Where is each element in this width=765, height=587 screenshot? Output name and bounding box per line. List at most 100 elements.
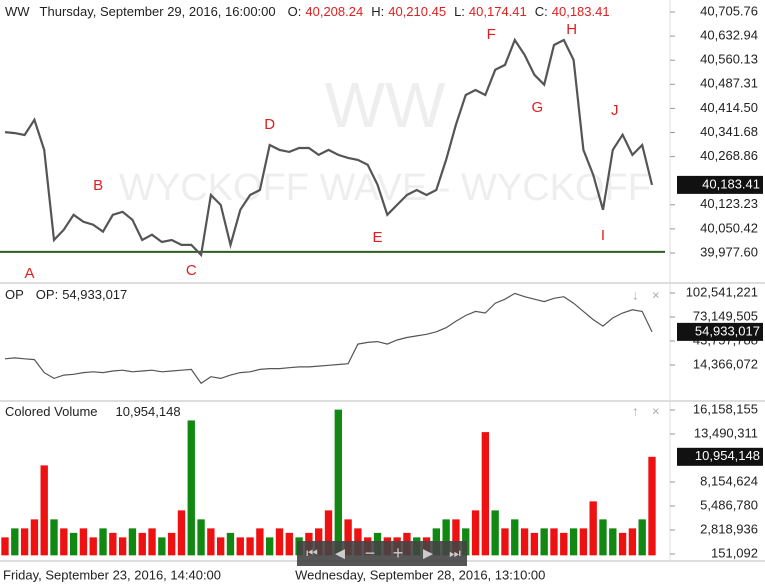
volume-bar [207, 528, 215, 556]
y-tick-label: 16,158,155 [693, 401, 758, 416]
current-value-label: 40,183.41 [702, 176, 760, 191]
volume-bar [579, 528, 588, 556]
volume-bar [109, 532, 117, 556]
close-icon[interactable]: × [652, 403, 660, 418]
y-tick-label: 39,977.60 [700, 244, 758, 259]
volume-bar [118, 537, 127, 556]
volume-bar [628, 528, 637, 556]
move-icon[interactable]: ↓ [632, 287, 639, 302]
volume-bar [618, 532, 627, 556]
volume-bar [481, 432, 490, 556]
volume-bar [560, 532, 568, 556]
header-text: H: [371, 4, 384, 19]
volume-bar [20, 528, 29, 556]
volume-bar [60, 528, 68, 556]
y-tick-label: 40,050.42 [700, 220, 758, 235]
price-line [4, 292, 653, 385]
wave-label: H [566, 21, 577, 38]
volume-bar [256, 528, 264, 556]
volume-bar [530, 532, 539, 556]
y-tick-label: 40,487.31 [700, 76, 758, 91]
volume-bar [285, 532, 293, 556]
y-tick-label: 102,541,221 [686, 284, 758, 299]
nav-first[interactable]: ⏮ [306, 545, 318, 560]
header-text: C: [535, 4, 548, 19]
current-value-box [677, 447, 763, 466]
pane-title: OP [5, 287, 24, 302]
y-tick-label: 40,414.50 [700, 100, 758, 115]
nav-last[interactable]: ⏭ [449, 545, 461, 560]
wave-label: J [611, 102, 619, 119]
header-text: 40,208.24 [305, 4, 363, 19]
nav-zoom-out[interactable]: − [365, 543, 376, 563]
y-tick-label: 40,705.76 [700, 3, 758, 18]
wave-label: C [186, 262, 197, 279]
y-tick-label: 40,341.68 [700, 124, 758, 139]
volume-bar [30, 519, 39, 556]
pane-title: Colored Volume [5, 404, 98, 419]
wave-label: B [93, 177, 103, 194]
header-text: WW [5, 4, 30, 19]
volume-bar [236, 537, 244, 556]
header-text: 40,210.45 [388, 4, 446, 19]
volume-bar [99, 528, 107, 556]
y-tick-label: 40,632.94 [700, 28, 758, 43]
volume-bar [471, 510, 480, 556]
x-tick-label: Friday, September 23, 2016, 14:40:00 [3, 567, 221, 582]
volume-bar [69, 532, 78, 556]
volume-bar [540, 528, 548, 556]
navigator-bar [297, 541, 467, 566]
y-tick-label: 40,560.13 [700, 52, 758, 67]
volume-bar [648, 456, 656, 556]
pane-value: 10,954,148 [116, 404, 181, 419]
volume-bar [89, 537, 97, 556]
volume-bar [550, 528, 558, 556]
volume-bar [11, 528, 19, 556]
close-icon[interactable]: × [652, 287, 660, 302]
watermark: WW [325, 69, 446, 141]
y-tick-label: 73,149,505 [693, 308, 758, 323]
volume-bar [128, 528, 137, 556]
header-text: Thursday, September 29, 2016, 16:00:00 [40, 4, 276, 19]
nav-zoom-in[interactable]: + [393, 543, 404, 563]
header-text: O: [288, 4, 302, 19]
volume-bar [442, 519, 450, 556]
volume-bar [344, 519, 352, 556]
volume-bar [158, 537, 166, 556]
pane-header: Colored Volume 10,954,148 [5, 404, 181, 419]
header-text: 40,183.41 [552, 4, 610, 19]
pane-value: 54,933,017 [62, 287, 127, 302]
x-tick-label: Wednesday, September 28, 2016, 13:10:00 [295, 567, 545, 582]
volume-bar [148, 528, 156, 556]
volume-bar [187, 420, 195, 556]
pane-controls[interactable]: ↓ × ↑ × [632, 287, 660, 418]
y-tick-label: 151,092 [711, 545, 758, 560]
y-tick-label: 40,123.23 [700, 196, 758, 211]
volume-bar [216, 537, 225, 556]
nav-prev[interactable]: ◀ [335, 545, 345, 560]
nav-next[interactable]: ▶ [423, 545, 433, 560]
wave-label: E [373, 229, 383, 246]
volume-bar [1, 537, 9, 556]
header-text: L: [454, 4, 465, 19]
price-header: WW Thursday, September 29, 2016, 16:00:00… [5, 4, 610, 19]
current-value-box [677, 175, 763, 194]
y-tick-label: 40,268.86 [700, 148, 758, 163]
volume-bar [275, 528, 284, 556]
volume-bar [226, 532, 235, 556]
volume-bar [501, 528, 509, 556]
move-icon[interactable]: ↑ [632, 403, 639, 418]
volume-bar [599, 519, 607, 556]
volume-bar [452, 519, 460, 556]
current-value-label: 54,933,017 [695, 323, 760, 338]
volume-bar [138, 532, 146, 556]
navigator: ⏮ ◀ − + ▶ ⏭ [297, 541, 467, 566]
volume-bar [589, 501, 597, 556]
y-tick-label: 5,486,780 [700, 497, 758, 512]
volume-bar [167, 532, 176, 556]
volume-bar [609, 528, 617, 556]
y-tick-label: 8,154,624 [700, 473, 758, 488]
watermark: WYCKOFF WAVE - WYCKOFF [119, 167, 651, 209]
